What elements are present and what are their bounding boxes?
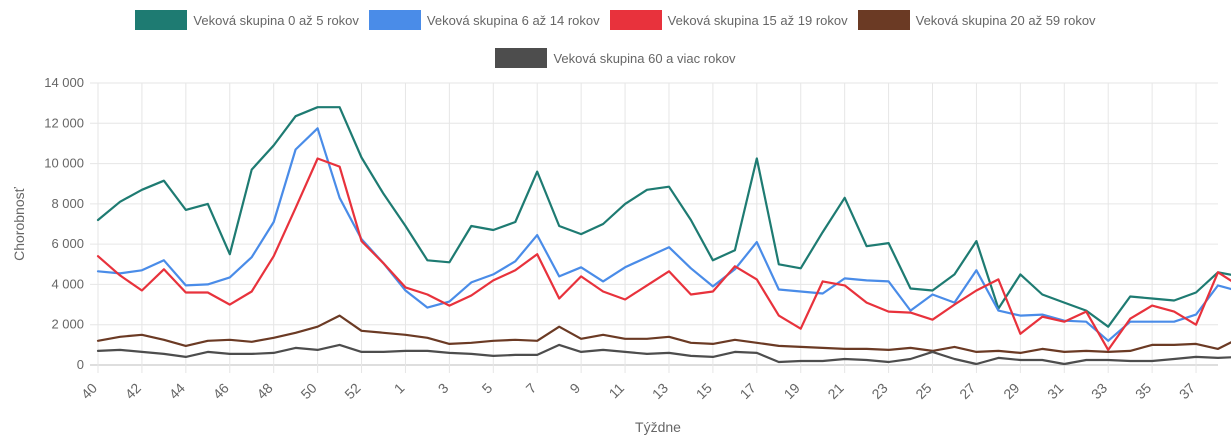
y-tick-label: 14 000 [44,75,84,90]
legend-item-age-60-plus[interactable]: Veková skupina 60 a viac rokov [495,48,736,68]
x-tick-label: 3 [435,380,452,397]
series-line-4 [96,343,1231,366]
y-tick-label: 10 000 [44,156,84,171]
x-tick-label: 27 [956,380,978,402]
x-tick-label: 29 [1000,380,1022,402]
series-lines [96,106,1231,366]
series-line-2 [96,157,1231,351]
series-line-1 [96,127,1231,342]
x-tick-label: 21 [824,380,846,402]
y-tick-label: 8 000 [51,196,84,211]
y-tick-label: 12 000 [44,115,84,130]
y-tick-label: 0 [77,357,84,372]
x-tick-label: 52 [341,380,363,402]
y-tick-label: 2 000 [51,317,84,332]
legend-item-age-0-5[interactable]: Veková skupina 0 až 5 rokov [135,10,359,30]
legend-item-age-6-14[interactable]: Veková skupina 6 až 14 rokov [368,10,600,30]
legend-swatch [609,10,662,30]
x-tick-label: 37 [1176,380,1198,402]
x-tick-label: 25 [912,380,934,402]
legend-label: Veková skupina 6 až 14 rokov [426,12,600,28]
x-tick-label: 50 [297,380,319,402]
legend-item-age-20-59[interactable]: Veková skupina 20 až 59 rokov [857,10,1096,30]
legend-row: Veková skupina 60 a viac rokov [0,48,1231,68]
x-tick-label: 23 [868,380,890,402]
legend-item-age-15-19[interactable]: Veková skupina 15 až 19 rokov [609,10,848,30]
x-tick-label: 7 [523,380,540,397]
grid-lines [90,82,1218,373]
x-tick-label: 44 [166,380,188,402]
legend-swatch [135,10,188,30]
x-tick-label: 46 [210,380,232,402]
x-tick-label: 35 [1132,380,1154,402]
x-tick-label: 15 [693,380,715,402]
x-tick-label: 1 [391,380,408,397]
y-tick-label: 4 000 [51,276,84,291]
y-axis-title: Chorobnosť [11,186,27,260]
y-tick-label: 6 000 [51,236,84,251]
x-tick-label: 17 [737,380,759,402]
legend-label: Veková skupina 60 a viac rokov [553,50,736,66]
x-tick-label: 48 [253,380,275,402]
series-line-3 [96,314,1231,354]
x-tick-label: 42 [122,380,144,402]
series-line-0 [96,106,1231,328]
x-axis-ticks: 40 42 44 46 48 50 52 1 3 5 7 9 11 13 15 17 19 21 23 25 27 29 3… [78,380,1199,402]
x-tick-label: 9 [566,380,583,397]
x-tick-label: 31 [1044,380,1066,402]
x-tick-label: 13 [649,380,671,402]
chart-legend: Veková skupina 0 až 5 rokov Veková skupi… [0,0,1231,76]
x-tick-label: 5 [479,380,496,397]
x-axis-title: Týždne [635,419,681,435]
legend-label: Veková skupina 20 až 59 rokov [915,12,1096,28]
legend-label: Veková skupina 15 až 19 rokov [667,12,848,28]
x-tick-label: 11 [606,380,628,402]
legend-swatch [857,10,910,30]
y-axis-ticks: 0 2 000 4 000 6 000 8 000 10 000 12 000 14 000 [44,75,84,372]
legend-swatch [368,10,421,30]
x-tick-label: 33 [1088,380,1110,402]
legend-swatch [495,48,548,68]
legend-label: Veková skupina 0 až 5 rokov [193,12,359,28]
x-tick-label: 40 [78,380,100,402]
legend-row: Veková skupina 0 až 5 rokov Veková skupi… [0,10,1231,30]
x-tick-label: 19 [781,380,803,402]
